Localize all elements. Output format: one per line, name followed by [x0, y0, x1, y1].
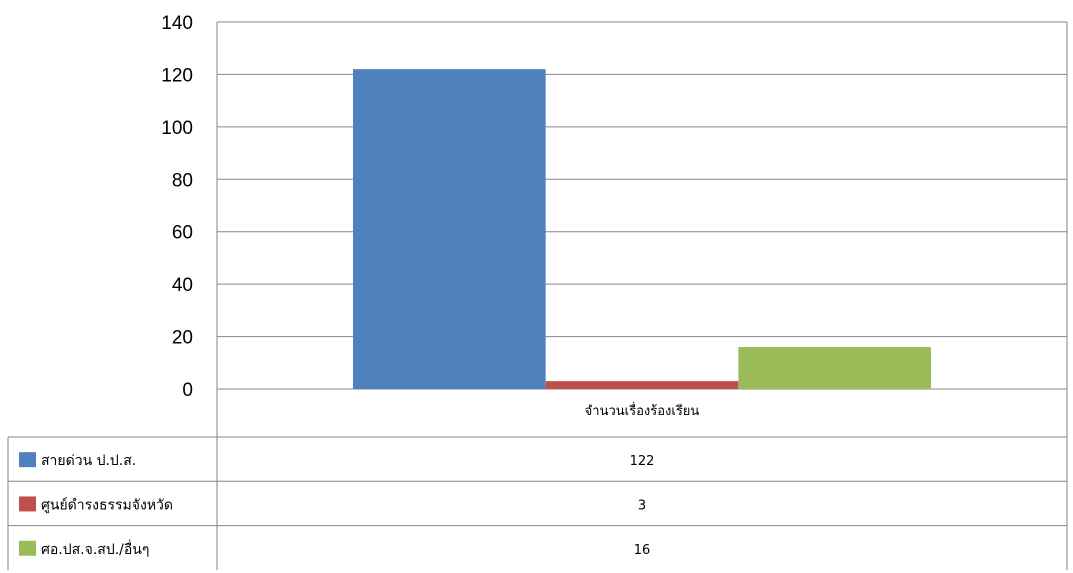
- legend-key-3: [19, 540, 36, 556]
- legend-key-2: [19, 496, 36, 512]
- bar-3: [738, 347, 931, 389]
- series-label: ศูนย์ดำรงธรรมจังหวัด: [41, 496, 173, 513]
- series-value: 122: [630, 454, 655, 469]
- bar-1: [353, 69, 546, 389]
- y-axis-ticks: 0 20 40 60 80 100 120 140: [161, 13, 193, 401]
- legend-key-1: [19, 452, 36, 468]
- y-tick-label: 0: [182, 380, 193, 401]
- bar-2: [545, 381, 739, 389]
- y-tick-label: 60: [172, 223, 193, 244]
- bars: [353, 69, 931, 389]
- series-value: 3: [638, 498, 646, 513]
- y-tick-label: 120: [161, 65, 193, 86]
- data-table: สายด่วน ป.ป.ส. 122 ศูนย์ดำรงธรรมจังหวัด 3 ศอ…: [7, 436, 1067, 570]
- category-labels: จำนวนเรื่องร้องเรียน: [585, 402, 700, 419]
- series-value: 16: [634, 543, 651, 558]
- y-tick-label: 140: [161, 13, 193, 34]
- series-label: ศอ.ปส.จ.สป./อื่นๆ: [41, 540, 149, 558]
- grid-lines: [216, 21, 1068, 570]
- y-tick-label: 40: [172, 275, 193, 296]
- y-tick-label: 20: [172, 328, 193, 349]
- y-tick-label: 80: [172, 170, 193, 191]
- category-label: จำนวนเรื่องร้องเรียน: [585, 402, 700, 419]
- y-tick-label: 100: [161, 118, 193, 139]
- series-label: สายด่วน ป.ป.ส.: [41, 453, 136, 469]
